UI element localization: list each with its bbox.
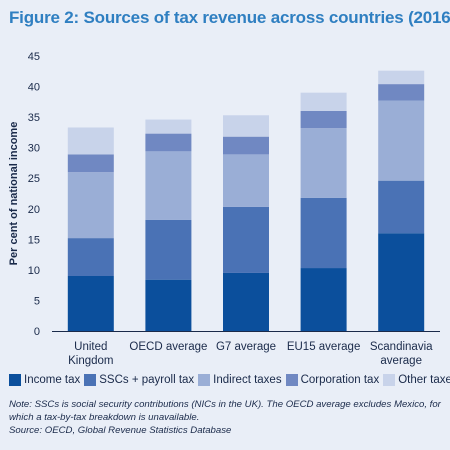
bar-segment	[145, 279, 192, 331]
bar-segment	[300, 197, 347, 269]
x-tick-label: G7 average	[216, 341, 276, 353]
y-axis-label: Per cent of national income	[8, 122, 20, 266]
bar-segment	[223, 272, 269, 331]
bar-segment	[67, 238, 114, 276]
source-text: Source: OECD, Global Revenue Statistics …	[9, 425, 232, 436]
legend-swatch	[198, 374, 211, 386]
x-tick-label: Scandinavia	[370, 341, 433, 353]
y-tick-label: 25	[28, 173, 40, 185]
chart-title: Figure 2: Sources of tax revenue across …	[9, 8, 450, 27]
legend-label: Income tax	[24, 374, 81, 386]
bar-segment	[378, 233, 425, 331]
x-tick-label: OECD average	[129, 341, 207, 353]
bar-segment	[378, 180, 425, 234]
legend-item: Corporation tax	[285, 374, 380, 386]
bar-segment	[300, 111, 347, 129]
bar-segment	[67, 127, 114, 155]
legend-label: Corporation tax	[300, 374, 380, 386]
legend-item: SSCs + payroll tax	[84, 374, 194, 386]
bar-segment	[300, 268, 347, 331]
bar-segment	[223, 206, 269, 273]
y-tick-label: 20	[28, 204, 40, 216]
bar-segment	[378, 70, 425, 85]
legend-label: Indirect taxes	[213, 374, 282, 386]
legend: Income tax SSCs + payroll tax Indirect tax…	[9, 374, 450, 386]
bar-segment	[145, 119, 192, 134]
y-tick-label: 15	[28, 234, 40, 246]
x-tick-label: average	[380, 355, 422, 367]
bar-segment	[300, 128, 347, 198]
bar-segment	[67, 172, 114, 239]
legend-label: SSCs + payroll tax	[99, 374, 195, 386]
bar-segment	[378, 84, 425, 101]
figure-notes: Note: SSCs is social security contributi…	[9, 398, 441, 437]
legend-item: Other taxes	[383, 374, 450, 386]
legend-item: Income tax	[9, 374, 80, 386]
y-tick-label: 10	[28, 265, 40, 277]
legend-item: Indirect taxes	[198, 374, 282, 386]
bar-segment	[145, 219, 192, 280]
legend-label: Other taxes	[398, 374, 450, 386]
x-tick-label: Kingdom	[68, 355, 113, 367]
y-tick-label: 35	[28, 112, 40, 124]
note-text: Note: SSCs is social security contributi…	[9, 399, 441, 423]
bar-segment	[67, 276, 114, 331]
bar-segment	[145, 133, 192, 152]
bar-segment	[223, 115, 269, 137]
chart-area: 0 5 10 15 20 25 30 35 40 45 Per cent of national i…	[8, 51, 440, 367]
legend-swatch	[9, 374, 21, 386]
y-tick-label: 0	[34, 326, 40, 338]
stacked-bar-chart: 0 5 10 15 20 25 30 35 40 45 Per cent of national i…	[8, 51, 440, 367]
bar-segment	[67, 154, 114, 173]
bar-segment	[378, 100, 425, 181]
y-tick-label: 40	[28, 82, 40, 94]
bar-segment	[300, 92, 347, 111]
x-tick-label: EU15 average	[287, 341, 361, 353]
legend-swatch	[84, 374, 97, 386]
y-tick-label: 5	[34, 295, 40, 307]
bar-segment	[145, 151, 192, 220]
y-tick-label: 45	[28, 51, 40, 63]
bar-segment	[223, 136, 269, 155]
legend-swatch	[285, 374, 298, 386]
y-tick-label: 30	[28, 143, 40, 155]
x-tick-label: United	[74, 341, 107, 353]
bar-segment	[223, 154, 269, 207]
legend-swatch	[383, 374, 396, 386]
